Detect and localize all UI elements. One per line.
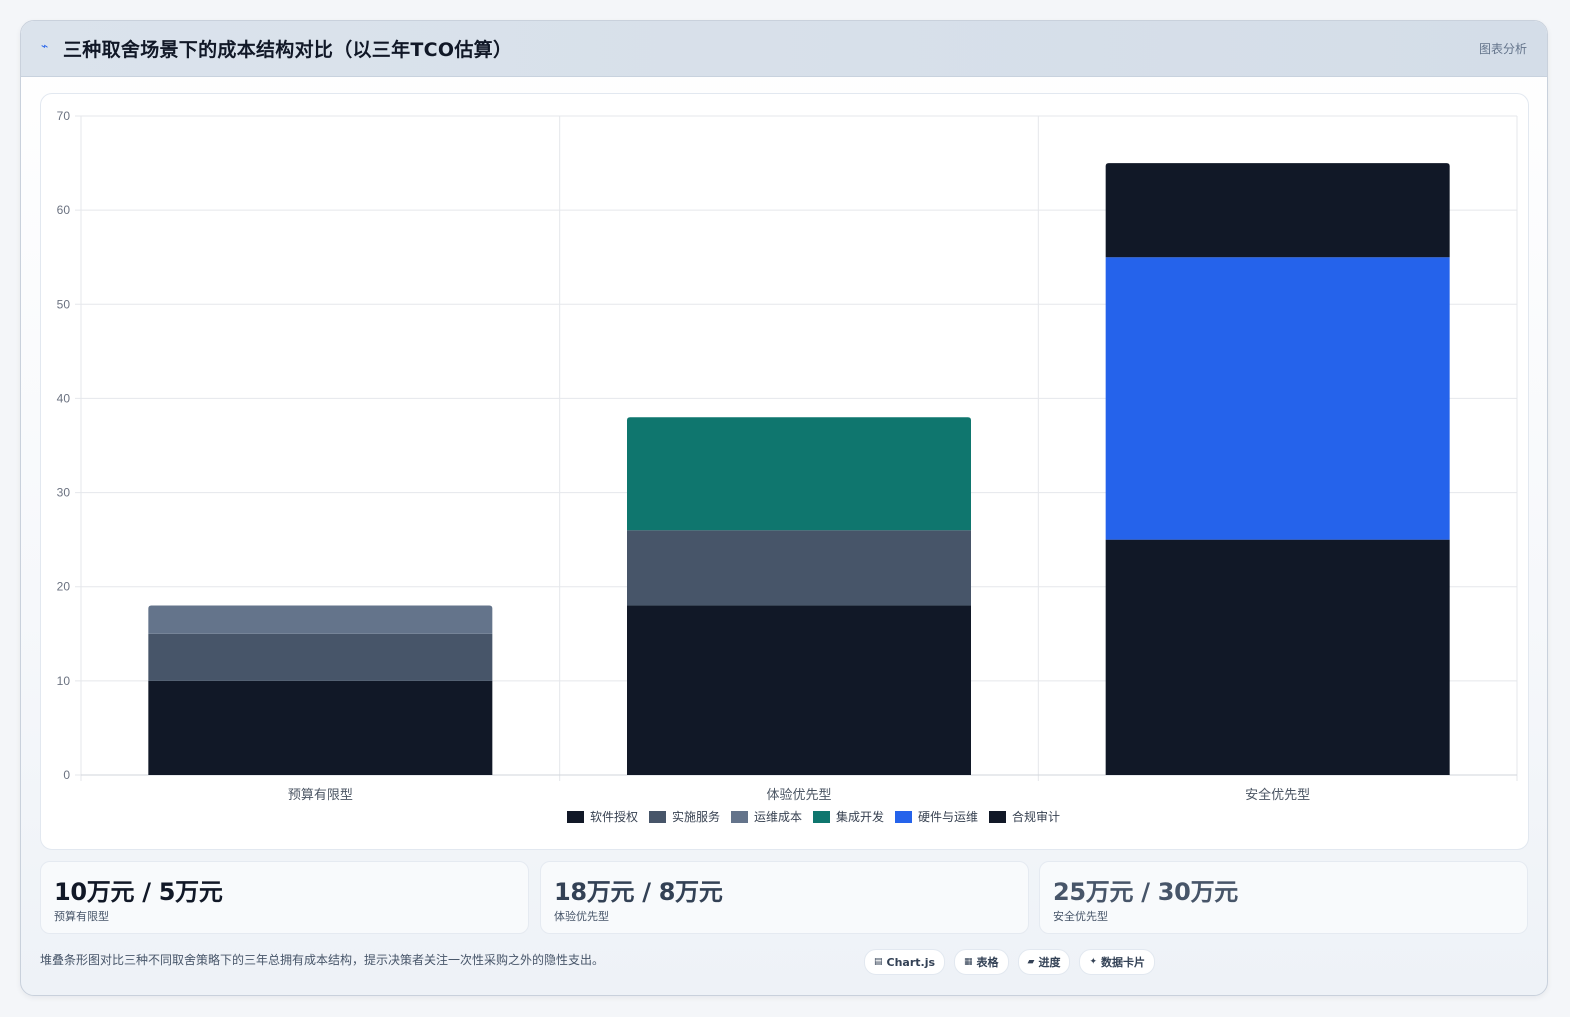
panel-title: 三种取舍场景下的成本结构对比（以三年TCO估算） — [63, 39, 513, 61]
y-tick-label: 20 — [57, 580, 71, 594]
bar-segment — [148, 680, 493, 775]
legend-item[interactable]: 合规审计 — [989, 809, 1060, 824]
y-tick-label: 10 — [57, 674, 71, 688]
stat-card-security: 25万元 / 30万元 安全优先型 — [1039, 861, 1528, 934]
table-icon: ▦ — [964, 957, 973, 967]
bar-segment — [148, 605, 493, 634]
stat-value: 10万元 / 5万元 — [54, 878, 223, 906]
bar-segment — [1105, 539, 1450, 775]
bar-segment — [1105, 163, 1450, 258]
legend-swatch — [649, 811, 666, 823]
chip-label: 进度 — [1038, 956, 1061, 969]
x-tick-label: 安全优先型 — [1245, 787, 1310, 803]
legend-swatch — [813, 811, 830, 823]
legend-label: 集成开发 — [836, 809, 884, 824]
trend-line-icon: ⌁ — [41, 39, 49, 53]
legend-item[interactable]: 运维成本 — [731, 810, 802, 824]
stat-card-budget: 10万元 / 5万元 预算有限型 — [40, 861, 529, 934]
chip-label: 数据卡片 — [1101, 956, 1146, 969]
x-tick-label: 预算有限型 — [288, 788, 353, 803]
chart-card: 0 10 20 30 40 50 60 70 预算有限型 体验优先型 安全优先型软件授权 实施服务 运维… — [40, 93, 1529, 850]
panel-tag: 图表分析 — [1478, 42, 1527, 56]
chip-label: Chart.js — [886, 955, 936, 969]
sparkle-icon: ✦ — [1089, 957, 1098, 967]
x-tick-label: 体验优先型 — [766, 787, 831, 803]
legend-label: 实施服务 — [672, 809, 720, 824]
y-tick-label: 50 — [57, 297, 71, 311]
chart-icon: ▤ — [874, 957, 883, 967]
bar-segment — [148, 633, 493, 681]
legend-item[interactable]: 软件授权 — [567, 809, 638, 824]
legend-swatch — [895, 811, 912, 823]
chart-footnote: 堆叠条形图对比三种不同取舍策略下的三年总拥有成本结构，提示决策者关注一次性采购之… — [40, 953, 605, 967]
stat-label: 预算有限型 — [54, 910, 109, 923]
chip-progress[interactable]: ▰ 进度 — [1017, 949, 1071, 975]
progress-icon: ▰ — [1027, 957, 1035, 967]
bar-segment — [627, 605, 971, 775]
chip-data-card[interactable]: ✦ 数据卡片 — [1079, 949, 1156, 975]
chip-table[interactable]: ▦ 表格 — [954, 949, 1009, 975]
legend-label: 合规审计 — [1012, 809, 1060, 824]
stat-card-experience: 18万元 / 8万元 体验优先型 — [540, 861, 1029, 934]
panel-header: ⌁ 三种取舍场景下的成本结构对比（以三年TCO估算） 图表分析 — [21, 21, 1547, 77]
stat-value: 25万元 / 30万元 — [1053, 878, 1238, 906]
legend-swatch — [989, 811, 1006, 823]
legend-item[interactable]: 实施服务 — [649, 809, 720, 824]
legend-label: 运维成本 — [754, 810, 802, 824]
y-tick-label: 0 — [63, 768, 70, 782]
bar-segment — [627, 417, 971, 531]
legend-label: 硬件与运维 — [918, 810, 978, 824]
stat-label: 体验优先型 — [554, 910, 609, 923]
bar-segment — [627, 530, 971, 606]
y-tick-label: 30 — [57, 486, 71, 500]
legend-item[interactable]: 硬件与运维 — [895, 810, 978, 824]
y-tick-label: 60 — [57, 203, 71, 217]
legend-swatch — [731, 811, 748, 823]
chip-chartjs[interactable]: ▤ Chart.js — [864, 949, 946, 975]
stat-label: 安全优先型 — [1053, 910, 1108, 923]
legend-label: 软件授权 — [590, 809, 638, 824]
stat-value: 18万元 / 8万元 — [554, 878, 723, 906]
tag-chips: ▤ Chart.js ▦ 表格 ▰ 进度 ✦ 数据卡片 — [864, 949, 1156, 975]
dashboard-panel: ⌁ 三种取舍场景下的成本结构对比（以三年TCO估算） 图表分析 0 10 20 30 4… — [20, 20, 1548, 996]
legend-item[interactable]: 集成开发 — [813, 809, 884, 824]
y-tick-label: 70 — [57, 109, 71, 123]
y-tick-label: 40 — [57, 391, 71, 405]
legend-swatch — [567, 811, 584, 823]
chip-label: 表格 — [976, 956, 999, 969]
bar-segment — [1105, 257, 1450, 540]
